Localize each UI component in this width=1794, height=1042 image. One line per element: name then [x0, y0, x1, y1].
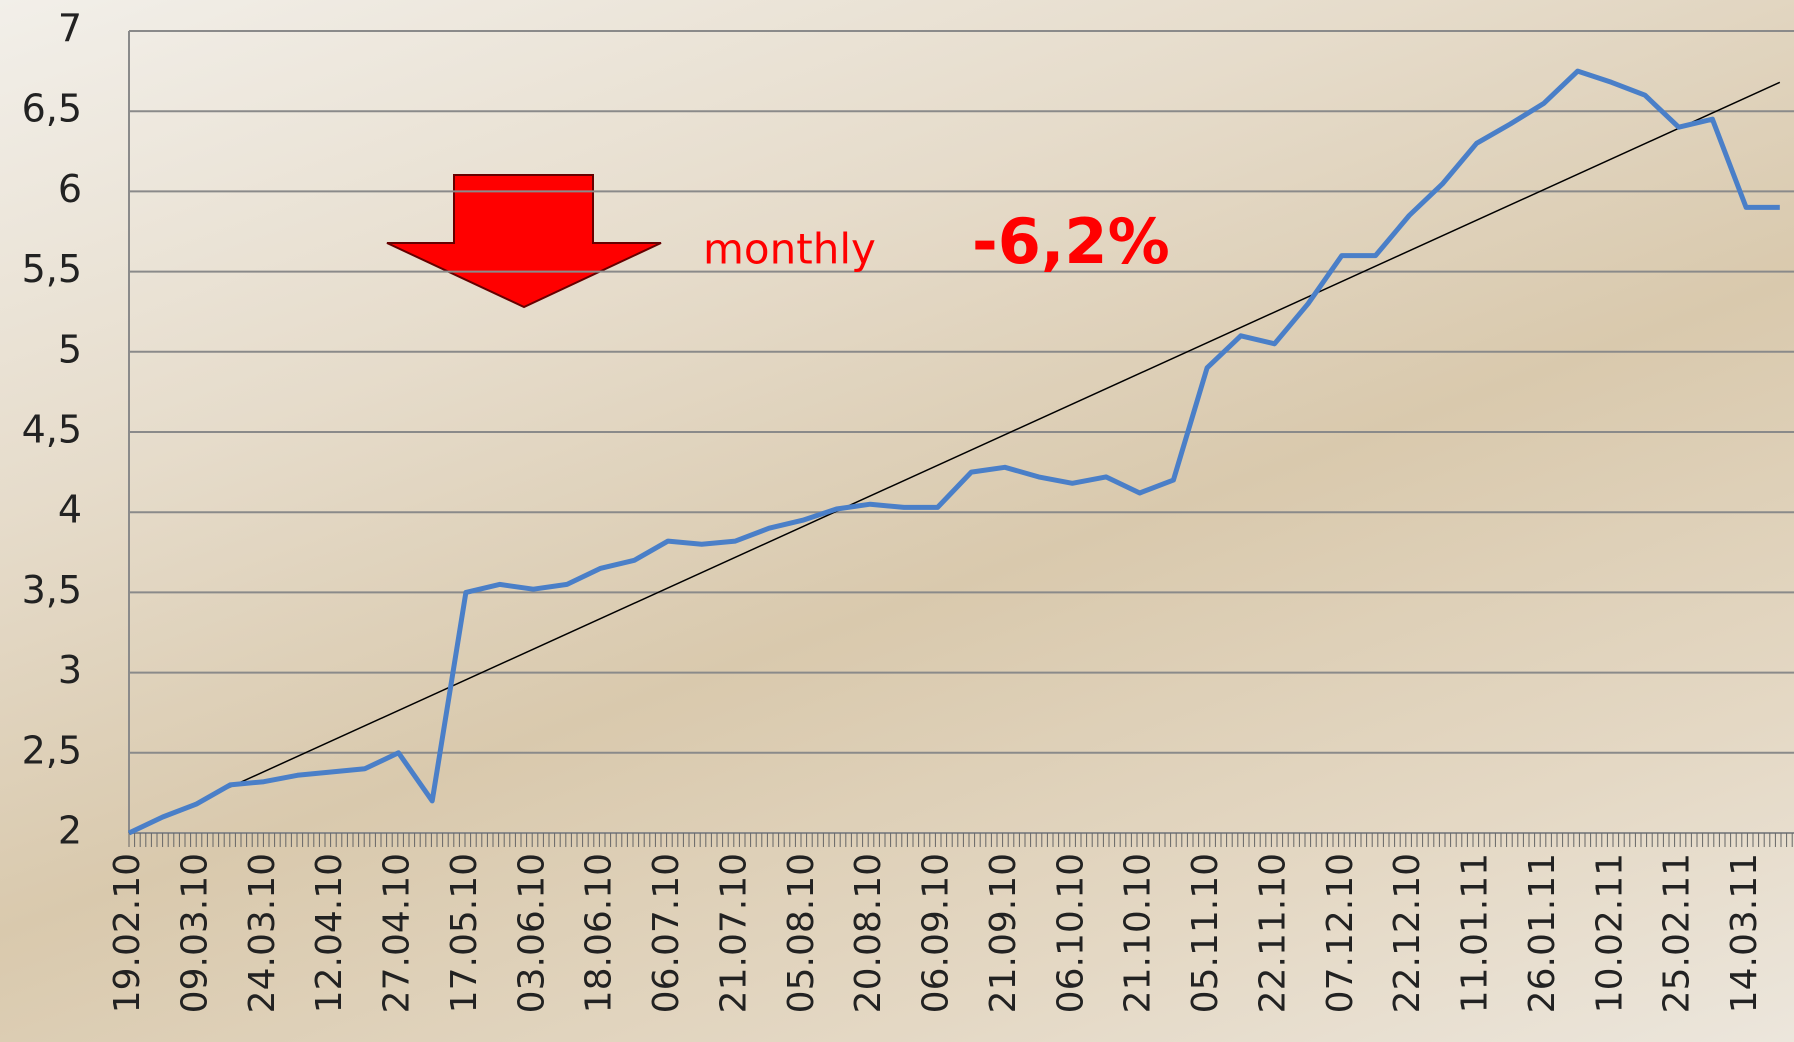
x-tick-label: 21.09.10 [983, 853, 1024, 1013]
trend-line [129, 82, 1780, 833]
annotation: monthly [703, 225, 876, 274]
annotation: -6,2% [972, 205, 1170, 278]
x-tick-label: 05.11.10 [1185, 853, 1226, 1013]
x-tick-label: 20.08.10 [848, 853, 889, 1013]
y-tick-label: 4,5 [22, 408, 82, 452]
y-tick-label: 3,5 [22, 568, 82, 612]
x-tick-label: 06.07.10 [646, 853, 687, 1013]
x-tick-label: 10.02.11 [1589, 853, 1630, 1013]
y-tick-label: 7 [58, 7, 82, 51]
y-tick-label: 5,5 [22, 247, 82, 291]
x-tick-label: 19.02.10 [107, 853, 148, 1013]
x-tick-label: 11.01.11 [1455, 853, 1496, 1013]
down-arrow [387, 175, 661, 307]
y-tick-label: 2 [58, 809, 82, 853]
x-tick-label: 12.04.10 [309, 853, 350, 1013]
x-tick-label: 26.01.11 [1522, 853, 1563, 1013]
x-tick-label: 09.03.10 [174, 853, 215, 1013]
x-tick-label: 22.12.10 [1387, 853, 1428, 1013]
x-tick-label: 05.08.10 [781, 853, 822, 1013]
x-tick-label: 14.03.11 [1724, 853, 1765, 1013]
x-tick-label: 03.06.10 [511, 853, 552, 1013]
x-tick-label: 06.10.10 [1050, 853, 1091, 1013]
x-tick-label: 17.05.10 [444, 853, 485, 1013]
x-tick-label: 21.10.10 [1118, 853, 1159, 1013]
y-tick-label: 4 [58, 488, 82, 532]
data-line [129, 71, 1780, 833]
x-tick-label: 25.02.11 [1657, 853, 1698, 1013]
y-tick-label: 6 [58, 167, 82, 211]
x-tick-label: 18.06.10 [579, 853, 620, 1013]
x-tick-label: 21.07.10 [713, 853, 754, 1013]
x-tick-label: 24.03.10 [242, 853, 283, 1013]
y-tick-label: 5 [58, 327, 82, 371]
x-tick-label: 06.09.10 [916, 853, 957, 1013]
x-tick-label: 07.12.10 [1320, 853, 1361, 1013]
y-tick-label: 3 [58, 648, 82, 692]
x-tick-label: 27.04.10 [377, 853, 418, 1013]
y-tick-label: 2,5 [22, 728, 82, 772]
chart: 2 2,5 3 3,5 4 4,5 5 5,5 6 6,5 7 19.02.10 09.03.10 24.… [0, 0, 1794, 1042]
x-tick-label: 22.11.10 [1252, 853, 1293, 1013]
y-tick-label: 6,5 [22, 87, 82, 131]
